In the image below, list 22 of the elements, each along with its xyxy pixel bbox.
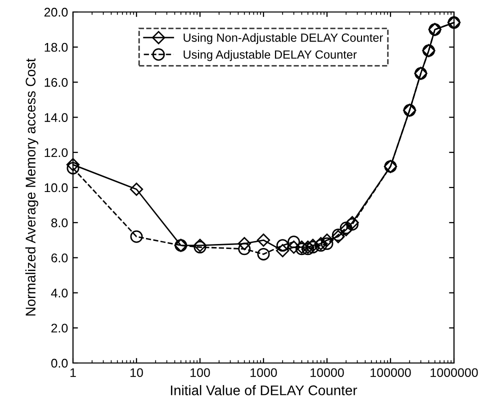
legend-label: Using Non-Adjustable DELAY Counter [184, 33, 383, 44]
x-axis-title: Initial Value of DELAY Counter [170, 385, 358, 396]
y-tick-label: 20.0 [44, 8, 68, 17]
x-tick-label: 1000000 [430, 368, 478, 378]
x-tick-label: 10 [130, 368, 143, 378]
x-tick-label: 100000 [370, 368, 411, 378]
y-tick-label: 2.0 [51, 324, 68, 333]
y-tick-label: 18.0 [44, 42, 68, 52]
y-axis-title: Normalized Average Memory access Cost [25, 58, 38, 316]
x-tick-label: 1 [70, 368, 76, 377]
legend-label: Using Adjustable DELAY Counter [184, 50, 357, 62]
x-tick-label: 100 [190, 368, 210, 378]
y-tick-label: 16.0 [44, 78, 68, 87]
x-tick-label: 10000 [310, 368, 344, 378]
y-tick-label: 12.0 [44, 148, 68, 158]
x-tick-label: 1000 [250, 368, 277, 378]
y-tick-label: 0.0 [51, 358, 68, 368]
y-tick-label: 4.0 [51, 288, 68, 298]
y-tick-label: 10.0 [44, 183, 68, 192]
y-tick-label: 14.0 [44, 113, 68, 122]
y-tick-label: 8.0 [51, 218, 68, 228]
y-tick-label: 6.0 [51, 254, 68, 262]
